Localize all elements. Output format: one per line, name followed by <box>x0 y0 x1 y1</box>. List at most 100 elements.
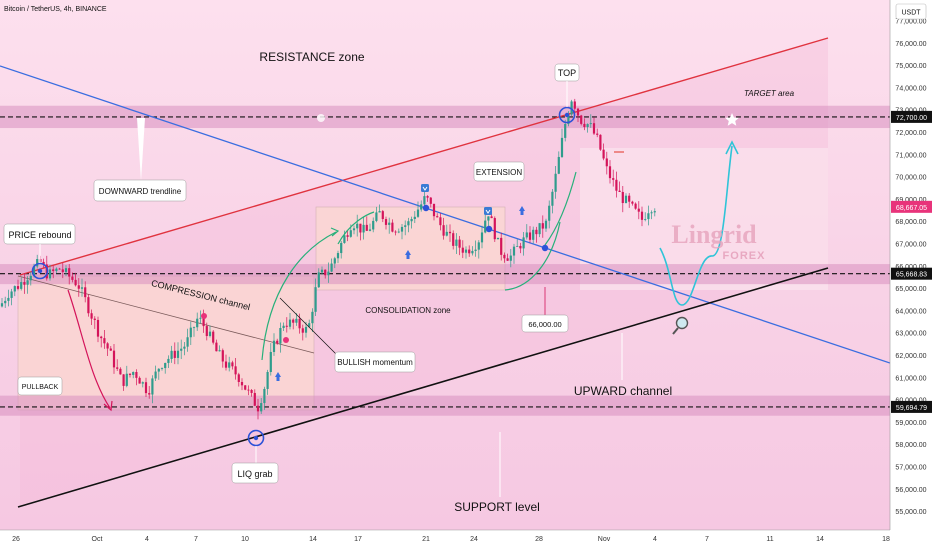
candle-body <box>112 350 116 368</box>
candle <box>391 219 394 233</box>
x-tick-label: 28 <box>535 536 543 543</box>
candle-body <box>106 343 109 349</box>
candle-body <box>324 269 327 276</box>
candle-body <box>644 219 647 220</box>
annotation-bullish-momentum: BULLISH momentum <box>337 358 413 367</box>
candle-body <box>426 196 429 198</box>
candle <box>615 171 618 198</box>
candle <box>461 240 464 259</box>
candle <box>557 151 560 175</box>
candle-body <box>487 216 490 221</box>
candle-body <box>628 195 631 202</box>
candle <box>260 398 263 414</box>
candle-body <box>253 392 256 406</box>
candle <box>471 246 474 256</box>
candle <box>116 359 119 371</box>
candle <box>442 217 445 240</box>
price-label-text: 59,694.79 <box>896 405 927 412</box>
candle <box>173 342 176 365</box>
pullback-arrowhead <box>103 400 113 412</box>
candle-body <box>634 203 637 209</box>
candle <box>375 206 378 223</box>
candle <box>522 231 525 256</box>
candle <box>240 378 244 391</box>
candle-body <box>653 211 656 213</box>
currency-badge[interactable] <box>895 3 927 20</box>
candle-body <box>365 224 368 231</box>
candle-body <box>432 203 436 217</box>
candle <box>106 342 109 356</box>
candle-body <box>186 337 189 347</box>
candle <box>509 248 512 268</box>
magnifier-icon-handle <box>672 327 679 335</box>
candle <box>87 294 90 317</box>
candle-body <box>77 285 80 289</box>
candle <box>298 313 301 334</box>
candle-body <box>512 246 516 256</box>
candle <box>100 335 103 348</box>
candle-body <box>368 229 372 231</box>
y-tick-label: 70,000.00 <box>895 175 926 182</box>
y-tick-label: 57,000.00 <box>895 465 926 472</box>
candle <box>199 310 202 324</box>
candle <box>314 278 317 317</box>
candle <box>84 281 87 303</box>
candle <box>436 213 439 218</box>
chart-title: Bitcoin / TetherUS, 4h, BINANCE <box>4 6 107 13</box>
candle <box>336 250 340 264</box>
candle <box>570 99 573 116</box>
candle <box>420 200 423 212</box>
candle-body <box>122 374 125 386</box>
candle-body <box>119 368 122 375</box>
candle <box>320 266 324 275</box>
candle <box>74 272 77 287</box>
liq-grab-marker[interactable] <box>247 429 265 447</box>
candle <box>484 212 487 234</box>
candle-body <box>199 317 202 319</box>
candle <box>311 308 314 332</box>
candle-body <box>391 222 394 232</box>
candle <box>279 322 282 353</box>
candle <box>333 256 336 269</box>
candle <box>132 371 135 379</box>
candle-body <box>228 362 231 368</box>
candle <box>170 345 173 363</box>
candle-body <box>564 123 567 138</box>
candle-body <box>615 179 618 191</box>
candle <box>167 355 170 369</box>
candle <box>276 338 279 345</box>
candle-body <box>573 101 576 109</box>
top-marker[interactable] <box>558 106 576 124</box>
candle <box>234 357 237 380</box>
candle <box>288 312 292 330</box>
price-rebound-marker[interactable] <box>31 262 49 280</box>
candle-body <box>304 326 308 333</box>
x-tick-label: 7 <box>705 536 709 543</box>
candle-body <box>327 271 330 276</box>
candle-body <box>340 242 343 254</box>
candle-body <box>535 229 538 235</box>
candle-body <box>346 235 349 237</box>
x-tick-label: 18 <box>882 536 890 543</box>
x-tick-label: 24 <box>470 536 478 543</box>
candle-body <box>135 371 138 378</box>
y-tick-label: 55,000.00 <box>895 509 926 516</box>
candle-body <box>314 287 317 312</box>
down-arrow-badge-icon <box>484 207 492 215</box>
candle <box>496 237 500 240</box>
candle-body <box>624 195 628 204</box>
candle <box>359 223 362 241</box>
candle <box>535 226 538 243</box>
candle-body <box>23 282 26 285</box>
price-label-72700 <box>891 110 932 123</box>
candle <box>285 317 288 333</box>
candle <box>503 252 506 263</box>
candle <box>634 202 637 210</box>
candle-body <box>128 373 132 375</box>
candle-body <box>208 331 212 337</box>
candle-body <box>164 362 167 369</box>
candle-body <box>320 269 324 273</box>
candle <box>560 128 564 159</box>
annotation-extension: EXTENSION <box>476 168 522 177</box>
candle <box>573 98 576 114</box>
